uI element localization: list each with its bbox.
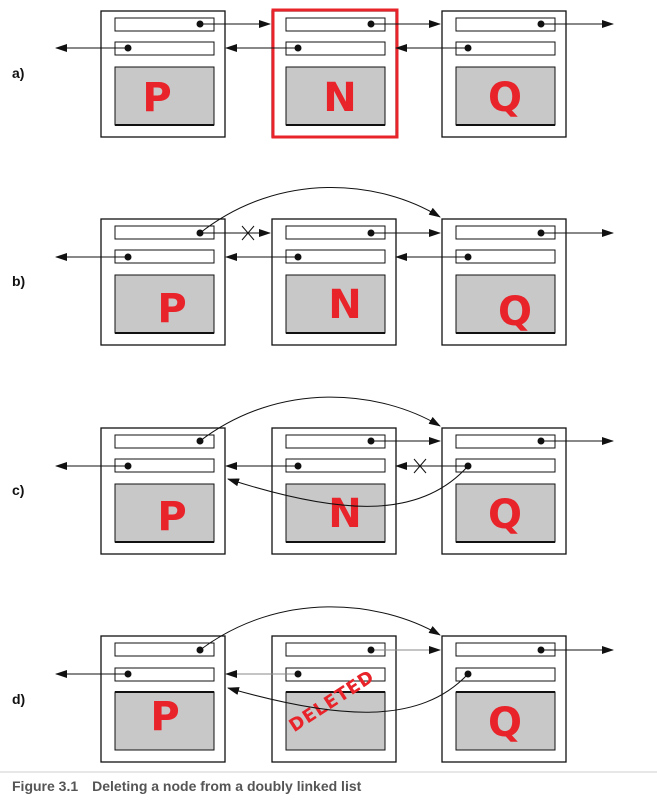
figure-number: Figure 3.1 [12,778,79,794]
node-label: Q [498,289,532,335]
figure-caption-text: Deleting a node from a doubly linked lis… [92,778,362,794]
node-n-b: N [271,218,397,346]
highlight-box [271,8,399,139]
row-label-b: b) [12,273,25,289]
cut-mark-b [241,225,255,241]
node-p-b: P [100,218,226,346]
node-label: P [150,694,179,740]
row-d: d) P DELETED Q [12,606,614,763]
node-label: Q [488,492,522,538]
node-n-a: N [271,8,399,139]
node-n-c: N [271,427,397,555]
row-label-a: a) [12,65,24,81]
node-p-c: P [100,427,226,555]
row-a: a) P N Q [12,8,614,139]
pointers-c [55,396,614,507]
node-label: P [157,494,186,540]
row-label-d: d) [12,691,25,707]
node-q-d: Q [441,635,567,763]
row-label-c: c) [12,482,24,498]
row-b: b) P N Q [12,186,614,346]
node-label: N [323,75,356,121]
figure-caption: Figure 3.1 Deleting a node from a doubly … [12,778,361,794]
node-q-b: Q [441,218,567,346]
node-p-d: P [100,635,226,763]
row-c: c) P N Q [12,396,614,555]
node-p-a: P [100,10,226,138]
node-label: P [142,75,171,121]
node-label: Q [488,700,522,746]
pointers-b [55,186,614,261]
node-label: Q [488,75,522,121]
pointers-a [55,20,614,52]
node-q-c: Q [441,427,567,555]
node-label: N [328,491,361,537]
cut-mark-c [413,458,427,474]
node-deleted-d: DELETED [271,635,397,763]
pointers-d [55,606,614,713]
node-label: N [328,282,361,328]
node-q-a: Q [441,10,567,138]
node-label: P [157,286,186,332]
